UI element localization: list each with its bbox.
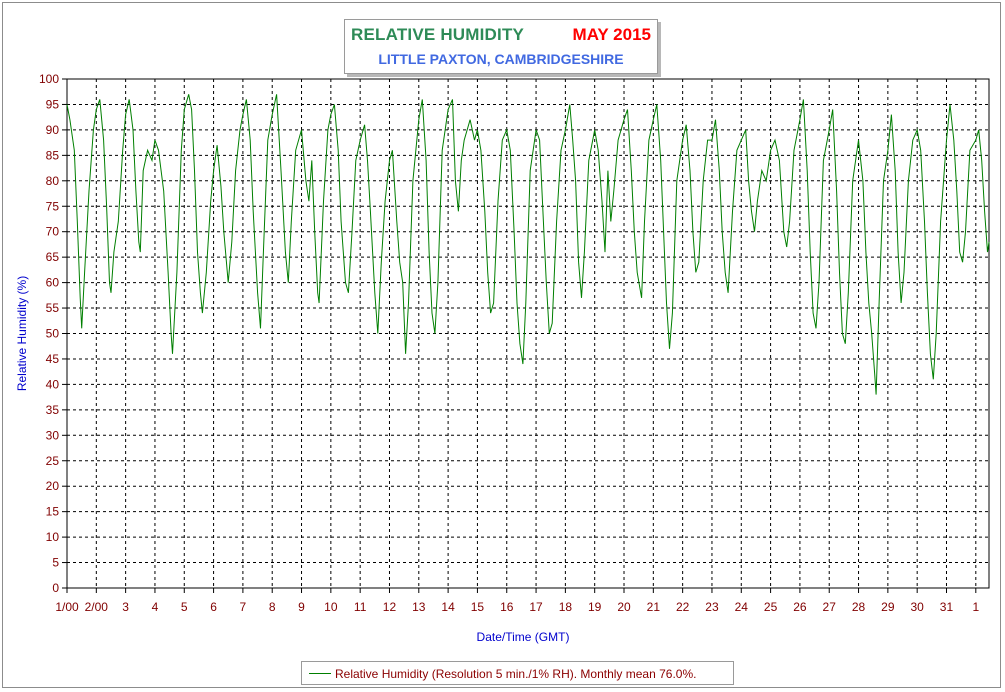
x-tick-label: 20 xyxy=(617,600,631,614)
x-tick-label: 7 xyxy=(240,600,247,614)
y-tick-label: 85 xyxy=(46,148,60,162)
y-tick-label: 65 xyxy=(46,250,60,264)
y-tick-label: 10 xyxy=(46,530,60,544)
chart-title-month: MAY 2015 xyxy=(572,25,651,44)
y-tick-label: 45 xyxy=(46,352,60,366)
y-axis-title: Relative Humidity (%) xyxy=(15,276,29,391)
legend-swatch xyxy=(309,673,331,674)
y-tick-label: 5 xyxy=(52,556,59,570)
x-tick-label: 28 xyxy=(852,600,866,614)
x-tick-label: 18 xyxy=(559,600,573,614)
y-tick-label: 55 xyxy=(46,301,60,315)
x-tick-label: 19 xyxy=(588,600,602,614)
x-tick-label: 31 xyxy=(940,600,954,614)
x-tick-label: 30 xyxy=(910,600,924,614)
y-tick-label: 35 xyxy=(46,403,60,417)
y-tick-label: 0 xyxy=(52,581,59,595)
x-tick-label: 22 xyxy=(676,600,690,614)
x-tick-label: 15 xyxy=(471,600,485,614)
grid-lines xyxy=(67,79,989,588)
y-tick-label: 20 xyxy=(46,479,60,493)
x-tick-label: 11 xyxy=(354,600,367,614)
x-tick-label: 2/00 xyxy=(85,600,109,614)
x-tick-label: 1/00 xyxy=(55,600,79,614)
y-tick-label: 25 xyxy=(46,454,60,468)
x-tick-label: 8 xyxy=(269,600,276,614)
y-tick-label: 60 xyxy=(46,276,60,290)
x-tick-label: 16 xyxy=(500,600,514,614)
title-box: RELATIVE HUMIDITY MAY 2015 LITTLE PAXTON… xyxy=(344,19,658,74)
tick-labels: 0510152025303540455055606570758085909510… xyxy=(39,72,979,614)
chart-subtitle: LITTLE PAXTON, CAMBRIDGESHIRE xyxy=(378,51,624,67)
y-tick-label: 30 xyxy=(46,428,60,442)
x-tick-label: 24 xyxy=(735,600,749,614)
y-tick-label: 70 xyxy=(46,225,60,239)
y-tick-label: 90 xyxy=(46,123,60,137)
y-tick-label: 75 xyxy=(46,199,60,213)
y-tick-label: 40 xyxy=(46,377,60,391)
chart-title: RELATIVE HUMIDITY xyxy=(351,25,525,44)
y-tick-label: 95 xyxy=(46,97,60,111)
x-tick-label: 26 xyxy=(793,600,807,614)
x-tick-label: 21 xyxy=(647,600,661,614)
x-tick-label: 9 xyxy=(298,600,305,614)
x-tick-label: 27 xyxy=(823,600,837,614)
y-tick-label: 50 xyxy=(46,327,60,341)
x-tick-label: 29 xyxy=(881,600,895,614)
x-tick-label: 13 xyxy=(412,600,426,614)
x-tick-label: 17 xyxy=(529,600,543,614)
legend: Relative Humidity (Resolution 5 min./1% … xyxy=(301,661,734,685)
y-tick-label: 100 xyxy=(39,72,59,86)
x-tick-label: 25 xyxy=(764,600,778,614)
y-tick-label: 15 xyxy=(46,505,60,519)
x-tick-label: 6 xyxy=(210,600,217,614)
x-tick-label: 10 xyxy=(324,600,338,614)
x-tick-label: 23 xyxy=(705,600,719,614)
x-tick-label: 4 xyxy=(152,600,159,614)
legend-label: Relative Humidity (Resolution 5 min./1% … xyxy=(335,667,697,681)
x-tick-label: 3 xyxy=(122,600,129,614)
x-axis-title: Date/Time (GMT) xyxy=(477,630,570,644)
humidity-series-line xyxy=(66,94,990,395)
x-tick-label: 1 xyxy=(972,600,979,614)
x-tick-label: 12 xyxy=(383,600,397,614)
x-tick-label: 14 xyxy=(441,600,455,614)
x-tick-label: 5 xyxy=(181,600,188,614)
y-tick-label: 80 xyxy=(46,174,60,188)
